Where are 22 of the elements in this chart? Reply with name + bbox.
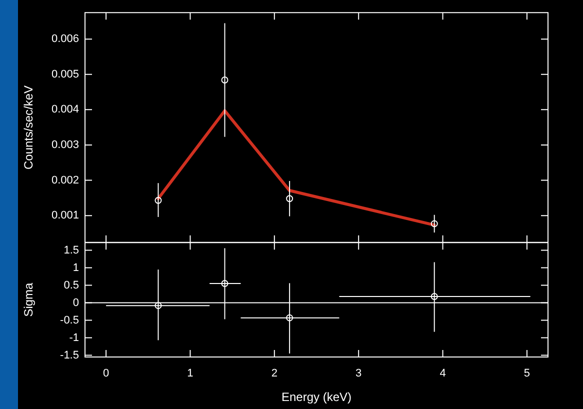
y-axis-title: Counts/sec/keV xyxy=(22,85,36,170)
y-tick-label: 0 xyxy=(72,296,79,309)
y-tick-label: 0.5 xyxy=(64,279,79,292)
y-tick-label: 1 xyxy=(72,262,79,274)
x-tick-label: 3 xyxy=(356,368,362,380)
y-tick-label: -1 xyxy=(69,332,79,344)
x-axis-title: Energy (keV) xyxy=(281,390,352,404)
x-tick-label: 4 xyxy=(440,368,446,380)
y-tick-label: 1.5 xyxy=(64,244,79,256)
x-tick-label: 5 xyxy=(524,368,530,380)
y-axis-title: Sigma xyxy=(22,282,36,317)
y-tick-label: 0.006 xyxy=(51,33,79,46)
y-tick-label: 0.002 xyxy=(51,174,79,186)
y-tick-label: 0.004 xyxy=(51,104,79,116)
y-tick-label: 0.005 xyxy=(51,68,79,80)
x-tick-label: 1 xyxy=(187,368,194,380)
y-tick-label: -0.5 xyxy=(60,314,79,326)
x-tick-label: 2 xyxy=(271,368,278,380)
y-tick-label: 0.003 xyxy=(51,139,79,152)
y-tick-label: 0.001 xyxy=(51,210,79,222)
x-tick-label: 0 xyxy=(102,368,110,380)
y-tick-label: -1.5 xyxy=(60,349,79,362)
